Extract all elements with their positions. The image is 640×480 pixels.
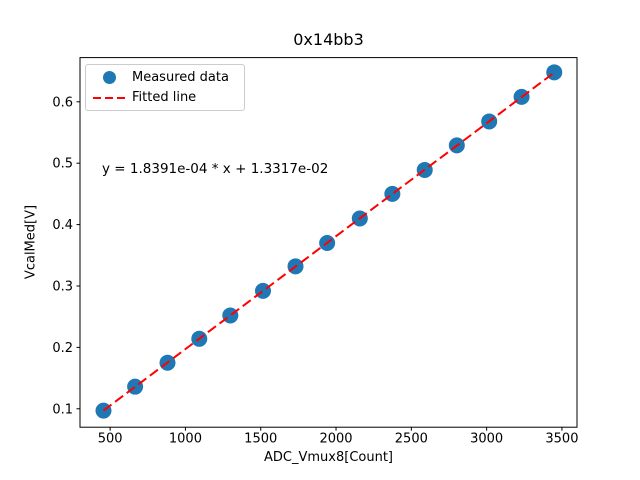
x-tick-label: 1000 [169, 431, 202, 446]
legend-label-measured-data: Measured data [132, 69, 229, 85]
legend-item-measured-data: Measured data [86, 67, 240, 88]
fitted-line [102, 71, 555, 412]
data-point [95, 402, 112, 419]
axes-frame [79, 57, 578, 428]
data-point [254, 282, 271, 299]
x-tick-label: 3000 [470, 431, 503, 446]
legend: Measured data Fitted line [85, 64, 245, 111]
y-tick-label: 0.2 [52, 341, 73, 356]
y-tick-label: 0.1 [52, 402, 73, 417]
x-tick-label: 1500 [244, 431, 277, 446]
x-axis-label: ADC_Vmux8[Count] [264, 450, 393, 465]
x-tick-label: 2000 [319, 431, 352, 446]
x-tick-label: 500 [98, 431, 123, 446]
x-tick-label: 2500 [395, 431, 428, 446]
data-point [127, 378, 144, 395]
legend-label-fitted-line: Fitted line [132, 90, 197, 106]
chart-title: 0x14bb3 [293, 30, 364, 49]
data-point [222, 307, 239, 324]
x-tick-label: 3500 [545, 431, 578, 446]
scatter-marker-icon [102, 70, 116, 84]
y-tick-label: 0.5 [52, 157, 73, 172]
y-tick-label: 0.6 [52, 95, 73, 110]
legend-marker-area [86, 70, 132, 84]
dashed-line-icon [93, 96, 125, 99]
y-axis-label: VcalMed[V] [23, 204, 39, 280]
y-tick-label: 0.4 [52, 218, 73, 233]
y-tick-label: 0.3 [52, 279, 73, 294]
data-point [384, 185, 401, 202]
fit-equation-annotation: y = 1.8391e-04 * x + 1.3317e-02 [102, 161, 329, 177]
legend-marker-area [86, 96, 132, 100]
legend-item-fitted-line: Fitted line [86, 88, 240, 109]
